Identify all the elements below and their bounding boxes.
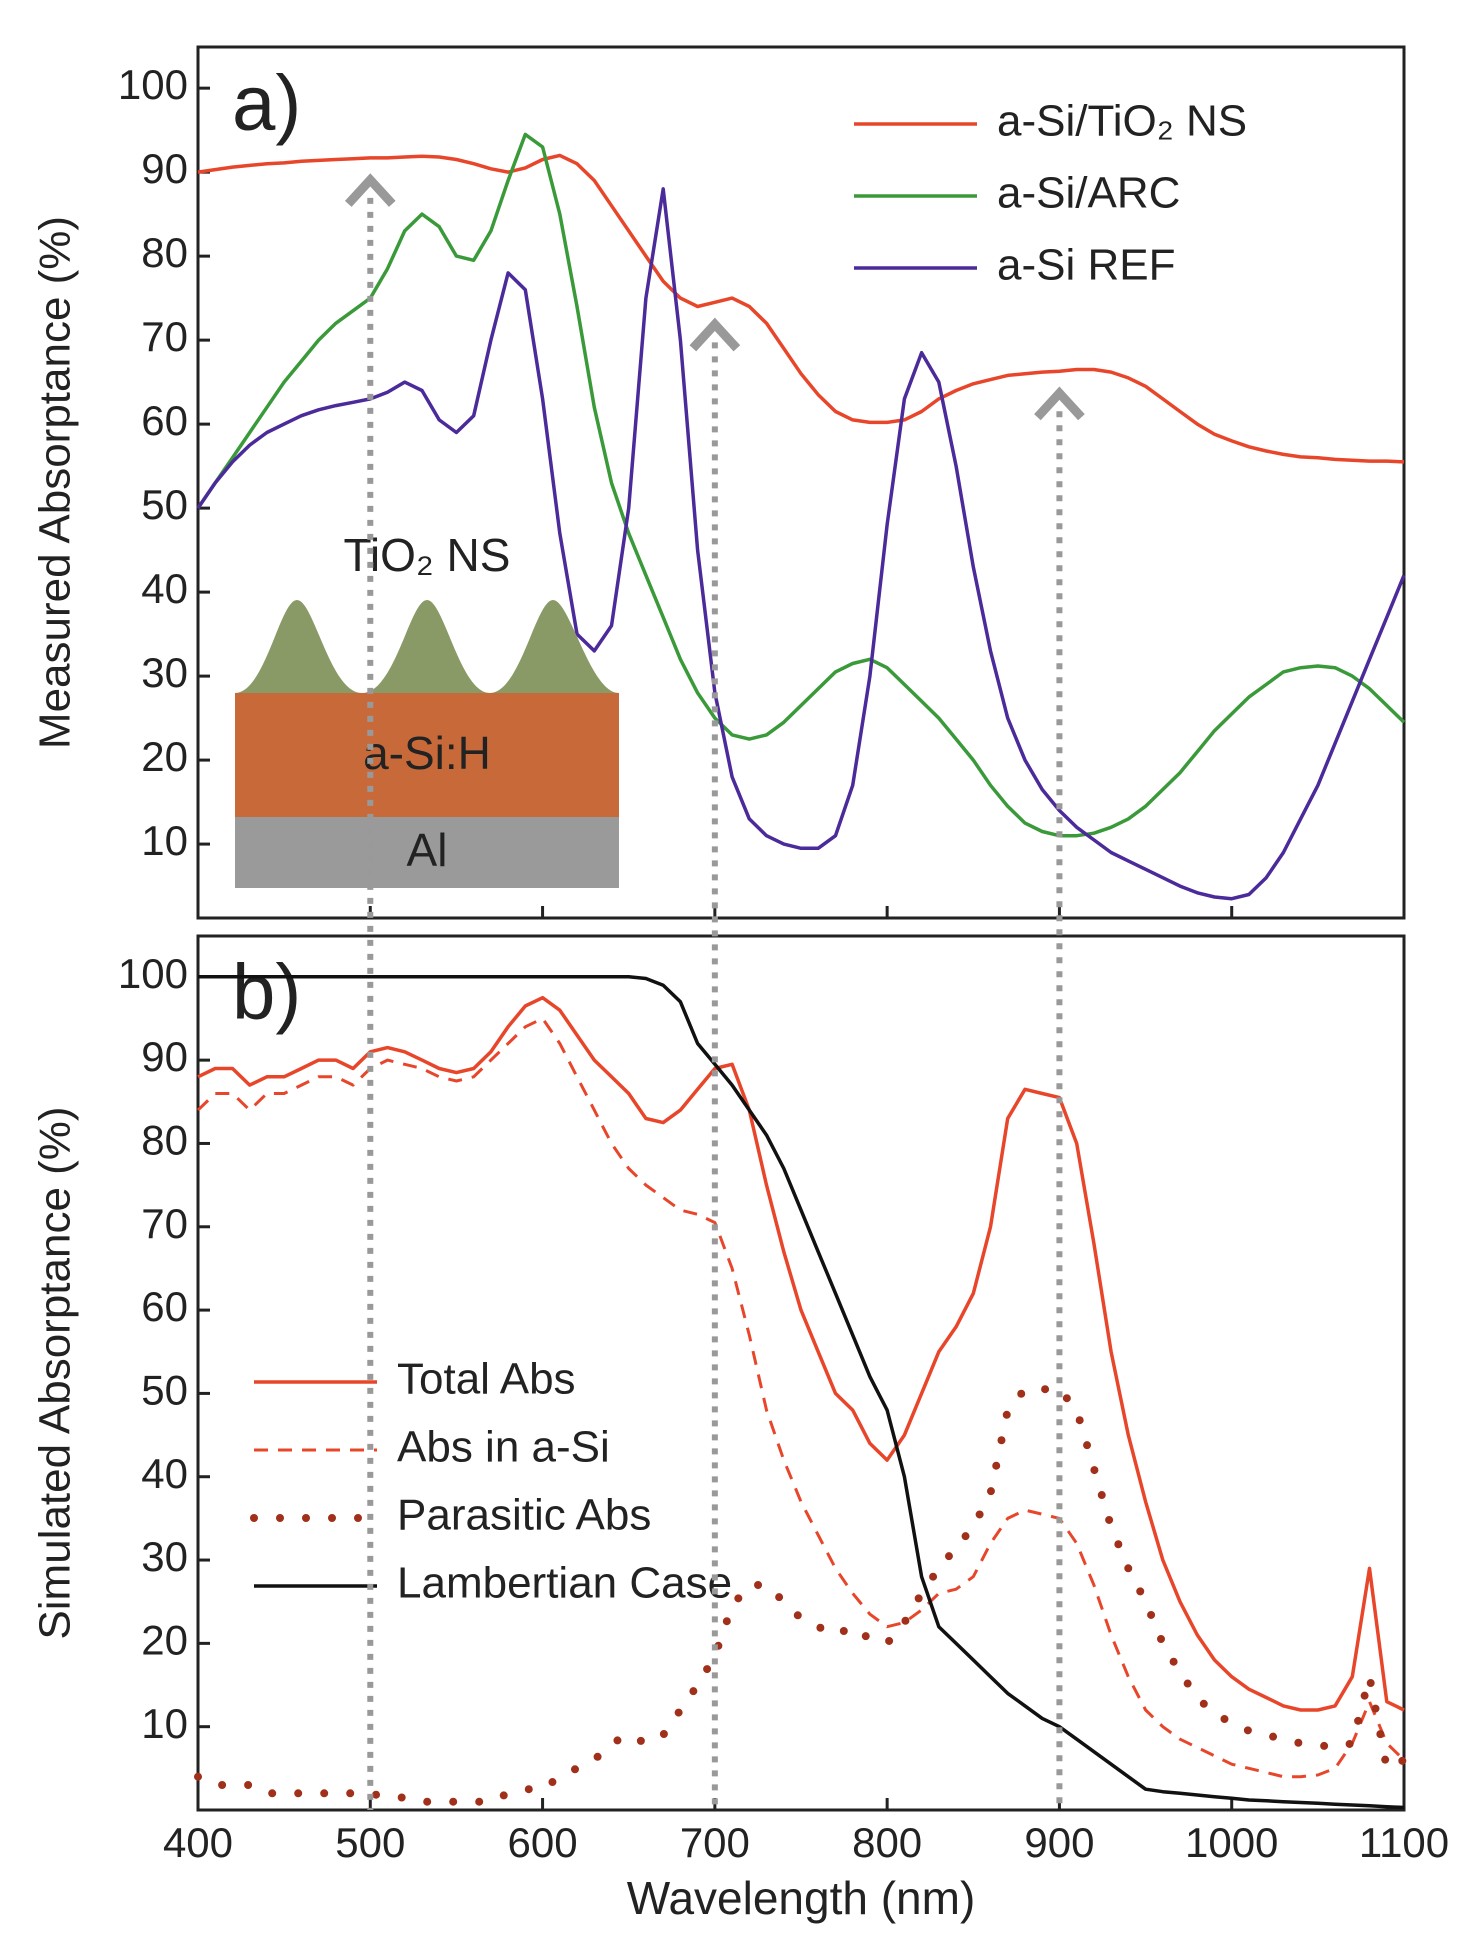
series-line bbox=[196, 132, 1406, 838]
x-tick-label: 900 bbox=[1024, 1819, 1094, 1866]
panel-label: a) bbox=[232, 59, 301, 147]
series-line bbox=[196, 187, 1406, 901]
a-si-layer bbox=[235, 693, 619, 817]
y-tick-label: 60 bbox=[141, 397, 188, 444]
legend-label: a-Si REF bbox=[997, 241, 1175, 290]
y-tick-label: 80 bbox=[141, 229, 188, 276]
y-tick-label: 100 bbox=[118, 61, 188, 108]
highlight-chevron bbox=[689, 317, 741, 352]
x-tick-label: 400 bbox=[163, 1819, 233, 1866]
y-tick-label: 60 bbox=[141, 1283, 188, 1330]
y-tick-label: 50 bbox=[141, 481, 188, 528]
inset-diagram: TiO₂ NS a-Si:H Al bbox=[235, 529, 619, 888]
x-tick-label: 600 bbox=[508, 1819, 578, 1866]
panel-label: b) bbox=[232, 948, 301, 1036]
nanostructure bbox=[235, 600, 619, 693]
y-tick-label: 10 bbox=[141, 1700, 188, 1747]
inset-label: a-Si:H bbox=[363, 727, 491, 779]
x-tick-label: 1100 bbox=[1359, 1819, 1449, 1866]
legend-label: Lambertian Case bbox=[397, 1559, 732, 1608]
legend-label: a-Si/TiO₂ NS bbox=[997, 97, 1247, 146]
y-tick-label: 70 bbox=[141, 313, 188, 360]
legend-label: Abs in a-Si bbox=[397, 1423, 610, 1472]
y-axis-title: Measured Absorptance (%) bbox=[31, 216, 80, 749]
legend-label: a-Si/ARC bbox=[997, 169, 1180, 218]
plot-frame bbox=[196, 934, 1406, 1812]
y-tick-label: 20 bbox=[141, 733, 188, 780]
x-tick-label: 700 bbox=[680, 1819, 750, 1866]
al-layer bbox=[235, 817, 619, 888]
y-tick-label: 20 bbox=[141, 1616, 188, 1663]
legend-label: Parasitic Abs bbox=[397, 1491, 651, 1540]
x-tick-label: 800 bbox=[852, 1819, 922, 1866]
series-line bbox=[194, 1385, 1408, 1806]
x-axis-title: Wavelength (nm) bbox=[627, 1872, 976, 1924]
series-line bbox=[198, 975, 1405, 1810]
x-tick-label: 500 bbox=[335, 1819, 405, 1866]
x-tick-label: 1000 bbox=[1185, 1819, 1278, 1866]
series-line bbox=[196, 1017, 1406, 1779]
series-line bbox=[197, 153, 1405, 464]
y-tick-label: 30 bbox=[141, 1533, 188, 1580]
y-tick-label: 40 bbox=[141, 565, 188, 612]
inset-label: Al bbox=[407, 824, 448, 876]
legend-label: Total Abs bbox=[397, 1355, 576, 1404]
highlight-chevron bbox=[1034, 386, 1085, 421]
y-tick-label: 90 bbox=[141, 145, 188, 192]
y-tick-label: 80 bbox=[141, 1117, 188, 1164]
y-axis-title: Simulated Absorptance (%) bbox=[31, 1106, 80, 1639]
highlight-chevron bbox=[344, 173, 396, 207]
y-tick-label: 90 bbox=[141, 1033, 188, 1080]
y-tick-label: 70 bbox=[141, 1200, 188, 1247]
series-line bbox=[197, 995, 1405, 1712]
y-tick-label: 10 bbox=[141, 817, 188, 864]
plot-frame bbox=[196, 45, 1406, 920]
y-tick-label: 50 bbox=[141, 1367, 188, 1414]
y-tick-label: 100 bbox=[118, 950, 188, 997]
y-tick-label: 30 bbox=[141, 649, 188, 696]
y-tick-label: 40 bbox=[141, 1450, 188, 1497]
